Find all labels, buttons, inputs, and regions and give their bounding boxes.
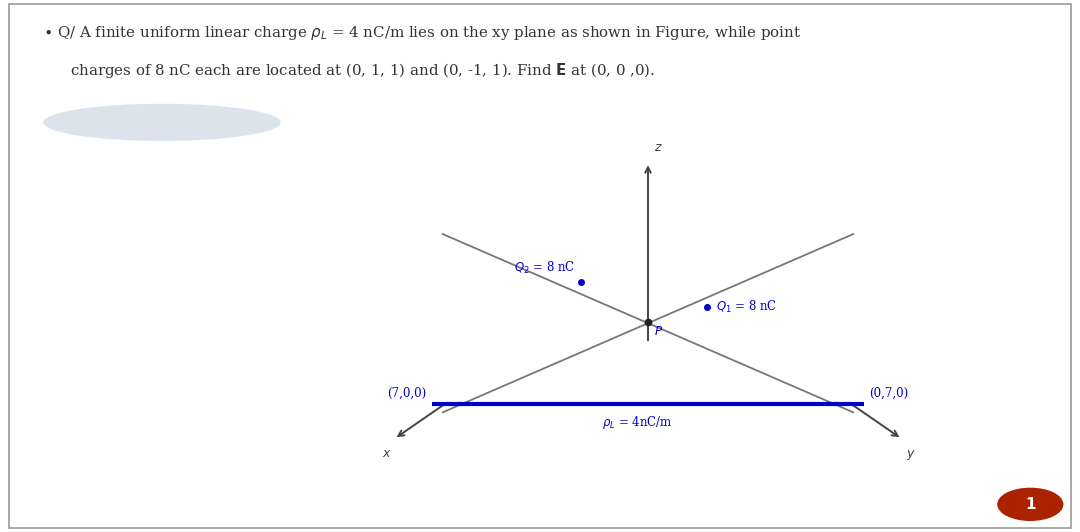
Text: $Q_1$ = 8 nC: $Q_1$ = 8 nC [716,299,778,315]
Text: 1: 1 [1025,497,1036,512]
Text: charges of 8 nC each are located at (0, 1, 1) and (0, -1, 1). Find $\mathbf{E}$ : charges of 8 nC each are located at (0, … [70,61,656,80]
Circle shape [998,488,1063,520]
Text: y: y [907,447,914,460]
Text: z: z [654,142,661,154]
Text: $\bullet$ Q/ A finite uniform linear charge $\rho_L$ = 4 nC/m lies on the xy pla: $\bullet$ Q/ A finite uniform linear cha… [43,24,801,42]
Text: x: x [382,447,389,460]
Text: $Q_2$ = 8 nC: $Q_2$ = 8 nC [514,260,576,276]
Text: (7,0,0): (7,0,0) [388,387,427,400]
Text: P: P [654,325,662,337]
Text: (0,7,0): (0,7,0) [869,387,908,400]
Ellipse shape [43,104,281,141]
Text: $\rho_L$ = 4nC/m: $\rho_L$ = 4nC/m [602,414,673,431]
